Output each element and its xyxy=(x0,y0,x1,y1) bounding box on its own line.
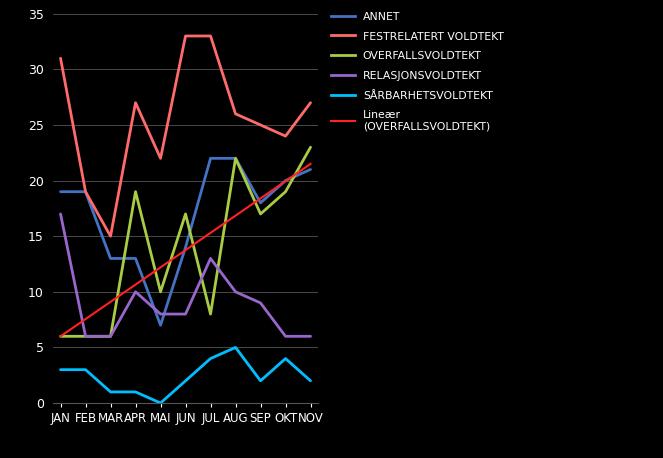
Legend: ANNET, FESTRELATERT VOLDTEKT, OVERFALLSVOLDTEKT, RELASJONSVOLDTEKT, SÅRBARHETSVO: ANNET, FESTRELATERT VOLDTEKT, OVERFALLSV… xyxy=(332,11,504,132)
